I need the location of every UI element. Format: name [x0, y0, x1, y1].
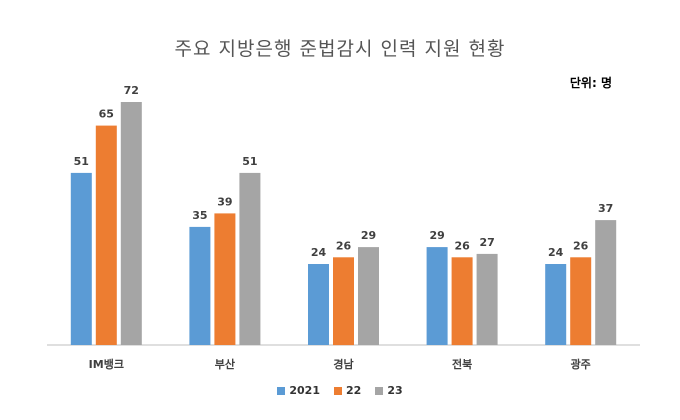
data-label-23-2: 29	[361, 229, 376, 242]
x-tick-label-1: 부산	[215, 357, 235, 371]
bar-23-0	[120, 102, 142, 345]
bar-22-0	[95, 125, 117, 345]
data-label-23-3: 27	[479, 236, 494, 249]
bar-22-4	[570, 257, 592, 346]
data-label-2021-4: 24	[548, 246, 564, 259]
data-label-2021-1: 35	[192, 209, 207, 222]
unit-note: 단위: 명	[569, 76, 612, 90]
bar-23-2	[358, 247, 379, 345]
legend-swatch-22	[334, 386, 342, 395]
x-tick-label-0: IM뱅크	[89, 357, 124, 371]
bar-2021-3	[426, 247, 448, 345]
bar-22-1	[214, 213, 236, 345]
data-label-22-1: 39	[217, 195, 232, 208]
bar-2021-2	[308, 264, 329, 345]
data-label-23-1: 51	[242, 155, 257, 168]
bar-23-4	[595, 220, 617, 345]
bar-2021-4	[545, 264, 567, 345]
bar-22-3	[451, 257, 473, 346]
legend-swatch-23	[375, 386, 384, 395]
x-tick-label-2: 경남	[333, 357, 353, 371]
data-label-23-0: 72	[124, 84, 139, 97]
data-label-2021-0: 51	[74, 155, 89, 168]
data-label-23-4: 37	[598, 202, 613, 215]
bar-22-2	[333, 257, 354, 346]
legend-label-2021: 2021	[289, 384, 320, 397]
legend-item-2021: 2021	[277, 384, 320, 397]
legend-swatch-2021	[277, 386, 286, 395]
bar-2021-1	[189, 226, 211, 345]
chart-title: 주요 지방은행 준법감시 인력 지원 현황	[174, 38, 506, 60]
data-label-22-4: 26	[573, 239, 589, 252]
data-label-22-2: 26	[336, 239, 352, 252]
data-label-22-0: 65	[99, 108, 114, 121]
bar-2021-0	[70, 172, 92, 345]
bar-23-3	[476, 253, 498, 345]
legend: 2021 22 23	[0, 384, 680, 397]
legend-label-22: 22	[346, 384, 362, 397]
legend-label-23: 23	[387, 384, 403, 397]
x-tick-label-4: 광주	[571, 358, 591, 371]
data-label-2021-3: 29	[429, 229, 444, 242]
legend-item-22: 22	[334, 384, 361, 397]
data-label-2021-2: 24	[311, 246, 327, 259]
data-label-22-3: 26	[454, 239, 470, 252]
x-tick-label-3: 전북	[452, 357, 472, 371]
legend-item-23: 23	[375, 384, 403, 397]
bar-23-1	[239, 172, 261, 345]
